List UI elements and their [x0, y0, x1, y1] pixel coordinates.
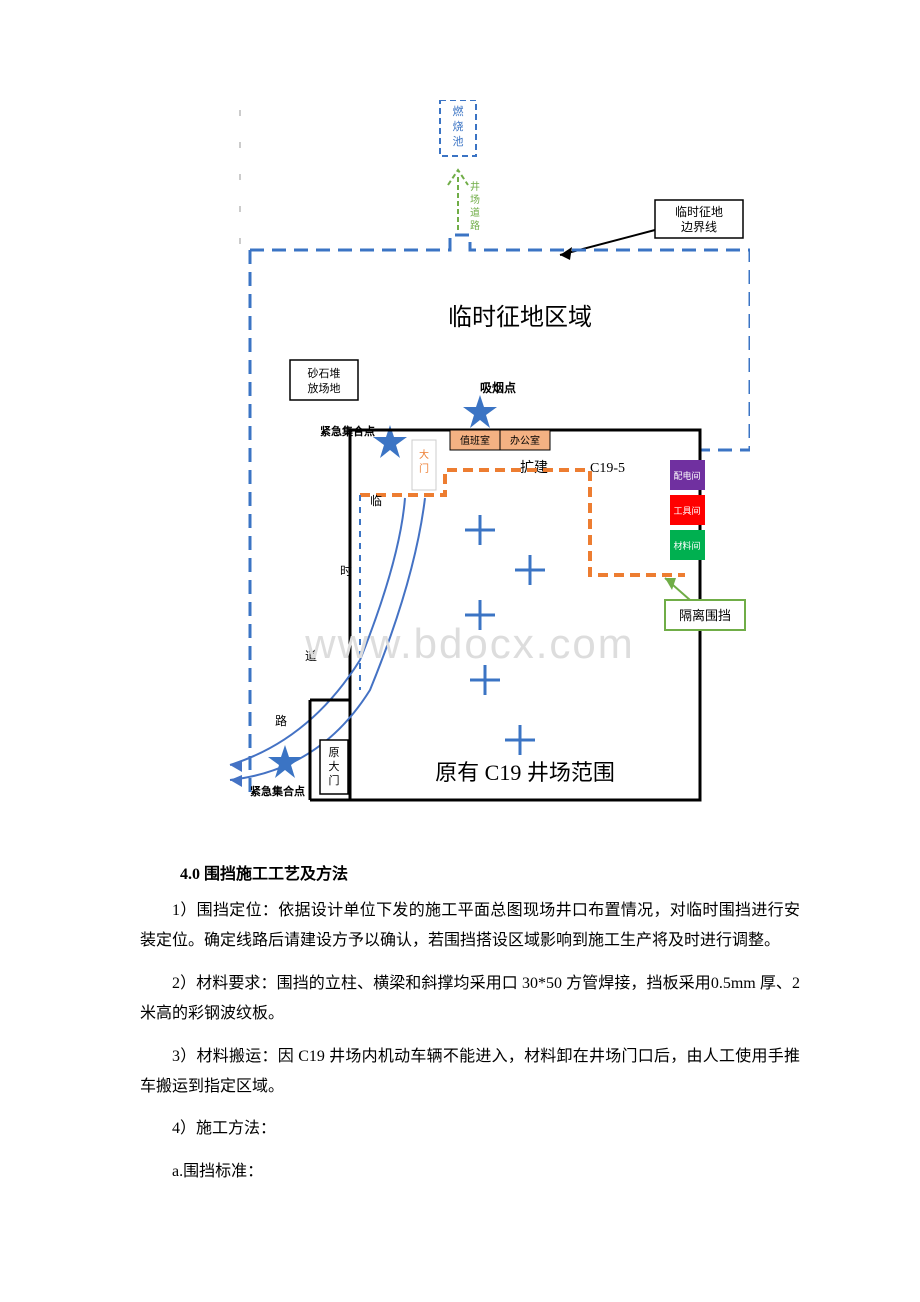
- paragraph-5: a.围挡标准：: [140, 1157, 800, 1187]
- svg-text:井: 井: [470, 180, 480, 193]
- svg-text:门: 门: [329, 773, 340, 787]
- svg-text:池: 池: [453, 135, 464, 148]
- page: 燃 烧 池 井 场 道 路 临时征地 边界线: [0, 0, 920, 1259]
- svg-text:边界线: 边界线: [681, 220, 717, 234]
- paragraph-1: 1）围挡定位：依据设计单位下发的施工平面总图现场井口布置情况，对临时围挡进行安装…: [140, 896, 800, 957]
- svg-text:紧急集合点: 紧急集合点: [250, 784, 305, 798]
- svg-text:放场地: 放场地: [308, 381, 341, 395]
- paragraph-2: 2）材料要求：围挡的立柱、横梁和斜撑均采用口 30*50 方管焊接，挡板采用0.…: [140, 969, 800, 1030]
- svg-text:路: 路: [275, 713, 287, 728]
- svg-text:烧: 烧: [453, 120, 464, 133]
- svg-text:材料间: 材料间: [673, 540, 700, 551]
- svg-text:原有 C19 井场范围: 原有 C19 井场范围: [435, 760, 615, 785]
- text-section: 4.0 围挡施工工艺及方法 1）围挡定位：依据设计单位下发的施工平面总图现场井口…: [140, 860, 800, 1187]
- site-diagram: 燃 烧 池 井 场 道 路 临时征地 边界线: [190, 100, 750, 820]
- svg-text:吸烟点: 吸烟点: [480, 380, 516, 395]
- svg-text:临时征地: 临时征地: [675, 205, 723, 219]
- svg-text:燃: 燃: [453, 104, 464, 118]
- svg-text:道: 道: [470, 206, 480, 219]
- svg-text:大: 大: [329, 759, 340, 773]
- svg-text:临时征地区域: 临时征地区域: [448, 304, 592, 331]
- paragraph-4: 4）施工方法：: [140, 1114, 800, 1144]
- svg-text:隔离围挡: 隔离围挡: [679, 608, 731, 623]
- svg-text:门: 门: [419, 462, 429, 475]
- heading-4-0: 4.0 围挡施工工艺及方法: [180, 860, 800, 884]
- svg-text:场: 场: [470, 193, 480, 206]
- svg-text:砂石堆: 砂石堆: [308, 367, 341, 380]
- svg-text:C19-5: C19-5: [590, 461, 625, 476]
- svg-text:道: 道: [305, 649, 317, 663]
- svg-text:路: 路: [470, 219, 480, 232]
- svg-text:临: 临: [370, 494, 382, 508]
- svg-text:大: 大: [419, 448, 429, 461]
- svg-text:值班室: 值班室: [460, 434, 490, 447]
- svg-text:办公室: 办公室: [510, 434, 540, 447]
- svg-text:工具间: 工具间: [673, 505, 700, 516]
- svg-text:时: 时: [340, 564, 352, 578]
- paragraph-3: 3）材料搬运：因 C19 井场内机动车辆不能进入，材料卸在井场门口后，由人工使用…: [140, 1042, 800, 1103]
- svg-text:原: 原: [329, 747, 340, 759]
- svg-text:配电间: 配电间: [673, 470, 700, 481]
